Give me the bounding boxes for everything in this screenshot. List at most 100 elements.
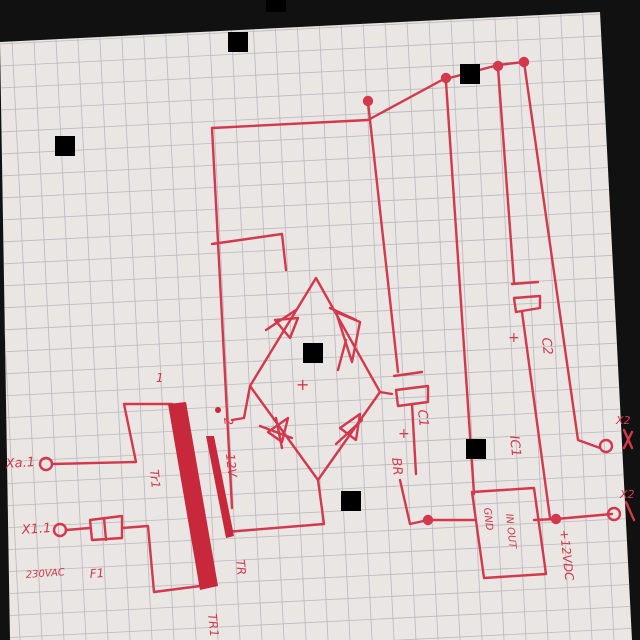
grid-line bbox=[559, 12, 593, 640]
grid-line bbox=[427, 12, 461, 640]
label-x1-voltage: 230VAC bbox=[25, 567, 65, 581]
x-marks-right bbox=[622, 428, 636, 522]
grid-line bbox=[383, 12, 417, 640]
occlusion-square bbox=[303, 343, 323, 363]
grid-line bbox=[0, 319, 632, 353]
label-ic1: IC1 bbox=[506, 435, 523, 458]
diode-d4 bbox=[334, 412, 364, 446]
label-x2-top: X2 bbox=[615, 414, 631, 427]
label-tr-bottom: TR1 bbox=[205, 613, 221, 638]
occlusion-square bbox=[266, 0, 286, 12]
grid-line bbox=[405, 12, 439, 640]
label-c2-plus: + bbox=[508, 330, 520, 346]
left-vertical-wire bbox=[210, 126, 234, 510]
grid-line bbox=[0, 33, 632, 67]
schematic-drawing bbox=[38, 56, 636, 594]
transformer-tr1 bbox=[168, 402, 234, 590]
junction-dot bbox=[362, 95, 374, 107]
input-wire-bottom bbox=[64, 526, 92, 532]
grid-line bbox=[229, 12, 263, 640]
label-x1-bottom: X1.1 bbox=[20, 521, 52, 538]
occlusion-square bbox=[228, 32, 248, 52]
grid-line bbox=[0, 231, 632, 265]
grid-line bbox=[295, 12, 329, 640]
label-regulator-gnd: GND bbox=[481, 507, 494, 531]
grid-line bbox=[0, 143, 632, 177]
graph-paper-sheet bbox=[0, 12, 632, 640]
terminal-x2-bottom bbox=[606, 506, 622, 522]
grid-line bbox=[0, 627, 632, 640]
label-tr-dot: 2 bbox=[221, 417, 236, 426]
grid-line bbox=[0, 451, 632, 485]
grid-line bbox=[0, 363, 632, 397]
label-tr-top: 1 bbox=[156, 371, 164, 385]
bridge-output-plus bbox=[378, 390, 394, 396]
label-fuse: F1 bbox=[89, 566, 104, 581]
bridge-input-wire bbox=[210, 232, 288, 272]
input-wire-top bbox=[50, 402, 174, 466]
c1-ground-wire bbox=[398, 402, 476, 526]
grid-line bbox=[0, 12, 632, 45]
bridge-left-wire bbox=[230, 384, 252, 422]
grid-line bbox=[581, 12, 615, 640]
grid-line bbox=[207, 12, 241, 640]
wire-to-c2 bbox=[496, 66, 552, 520]
schematic-labels: Xa.1 X1.1 230VAC F1 Tr1 12V TR TR1 1 2 +… bbox=[4, 330, 634, 637]
wire-to-regulator-in bbox=[444, 80, 476, 496]
grid-line bbox=[0, 253, 632, 287]
grid-line bbox=[317, 12, 351, 640]
grid-line bbox=[97, 12, 131, 640]
diode-d3 bbox=[258, 416, 294, 450]
transformer-dot bbox=[215, 407, 221, 413]
regulator-ic1-box bbox=[470, 486, 548, 580]
grid-line bbox=[515, 12, 549, 640]
bridge-bottom-wire bbox=[224, 478, 326, 534]
label-x2-bottom: X2 bbox=[619, 488, 635, 501]
grid-line bbox=[471, 12, 505, 640]
grid-line bbox=[0, 517, 632, 551]
grid-line bbox=[0, 99, 632, 133]
label-regulator-pins: IN OUT bbox=[503, 513, 518, 550]
terminal-x2-top bbox=[598, 438, 614, 454]
label-br: BR bbox=[388, 457, 405, 476]
grid-line bbox=[493, 12, 527, 640]
label-output-voltage: +12VDC bbox=[557, 529, 576, 582]
grid-line bbox=[0, 77, 632, 111]
grid-line bbox=[0, 187, 632, 221]
label-c1-plus: + bbox=[398, 426, 410, 442]
grid-line bbox=[0, 429, 632, 463]
grid-line bbox=[0, 583, 632, 617]
junction-dot bbox=[492, 60, 504, 72]
label-bridge-plus: + bbox=[296, 375, 309, 394]
label-c1: C1 bbox=[414, 409, 431, 428]
label-x1-top: Xa.1 bbox=[4, 455, 35, 472]
occlusion-square bbox=[466, 439, 486, 459]
grid-line bbox=[0, 55, 632, 89]
grid-line bbox=[31, 12, 65, 640]
fuse-to-transformer-wire bbox=[120, 524, 202, 594]
label-tr-secondary: 12V bbox=[223, 453, 239, 479]
grid-line bbox=[537, 12, 571, 640]
transformer-core-primary bbox=[168, 402, 218, 590]
grid-line bbox=[141, 12, 175, 640]
occlusion-squares bbox=[55, 0, 486, 511]
grid-line bbox=[0, 297, 632, 331]
label-tr-primary: Tr1 bbox=[147, 469, 163, 489]
grid-line bbox=[0, 209, 632, 243]
occlusion-square bbox=[55, 136, 75, 156]
label-c2: C2 bbox=[538, 337, 555, 356]
grid-line bbox=[119, 12, 153, 640]
junction-dot bbox=[518, 56, 530, 68]
occlusion-square bbox=[341, 491, 361, 511]
label-tr-ref: TR bbox=[233, 559, 249, 576]
grid-line bbox=[0, 495, 632, 529]
capacitor-c2 bbox=[510, 280, 542, 314]
diode-d1 bbox=[264, 308, 300, 340]
capacitor-c1 bbox=[392, 370, 430, 408]
grid-line bbox=[9, 12, 43, 640]
junction-dot bbox=[440, 72, 452, 84]
grid-line bbox=[251, 12, 285, 640]
fuse-f1 bbox=[88, 514, 124, 542]
